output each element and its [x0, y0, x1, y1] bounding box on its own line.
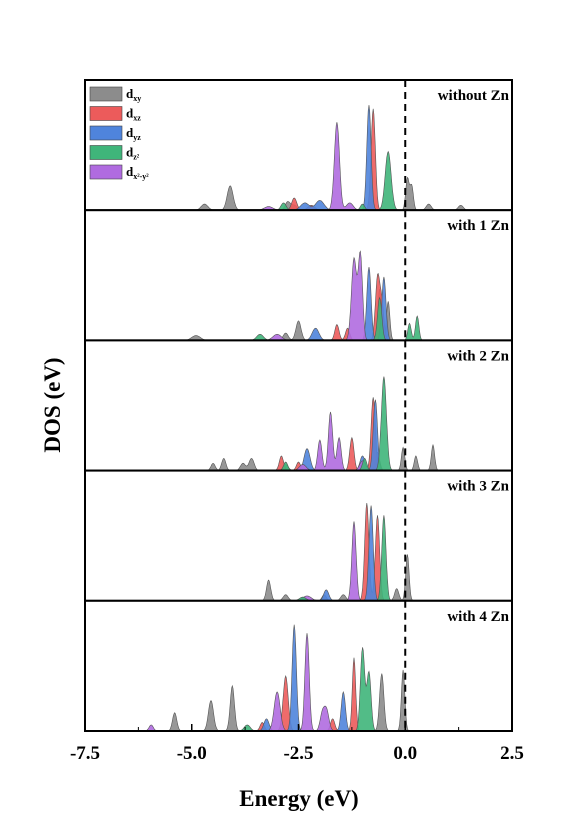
- panel-background: [85, 470, 512, 601]
- legend-item-dz2: dz²: [89, 145, 140, 162]
- panel-background: [85, 600, 512, 731]
- panel-label: without Zn: [438, 88, 510, 104]
- legend-swatch: [89, 145, 123, 160]
- x-tick-label: 0.0: [393, 743, 417, 764]
- x-tick-label: -2.5: [283, 743, 313, 764]
- x-axis: -7.5 -5.0 -2.5 0.0 2.5: [70, 724, 524, 764]
- panel-label: with 1 Zn: [447, 218, 509, 234]
- panel-3: with 2 Zn: [84, 339, 513, 472]
- panel-label: with 4 Zn: [447, 609, 509, 625]
- panel-label: with 3 Zn: [447, 479, 509, 495]
- legend-item-dx2-y2: dx²-y²: [89, 164, 149, 181]
- panels-layer: without Zn with 1 Zn with 2 Zn with 3 Zn wit…: [84, 79, 513, 732]
- panel-2: with 1 Zn: [84, 209, 513, 342]
- legend-swatch: [89, 86, 123, 102]
- panel-background: [85, 210, 512, 341]
- x-tick-label: -5.0: [177, 743, 207, 764]
- legend-swatch: [89, 164, 123, 180]
- x-tick-label: 2.5: [500, 743, 524, 764]
- legend-swatch: [89, 125, 123, 141]
- panel-label: with 2 Zn: [447, 348, 509, 364]
- x-tick-label: -7.5: [70, 743, 100, 764]
- panel-background: [85, 80, 512, 211]
- panel-1: without Zn: [84, 79, 513, 212]
- panel-4: with 3 Zn: [84, 469, 513, 602]
- panel-background: [85, 340, 512, 471]
- panel-5: with 4 Zn: [84, 599, 513, 732]
- y-axis-label: DOS (eV): [40, 357, 65, 452]
- legend-swatch: [89, 106, 123, 121]
- x-axis-label: Energy (eV): [239, 786, 358, 811]
